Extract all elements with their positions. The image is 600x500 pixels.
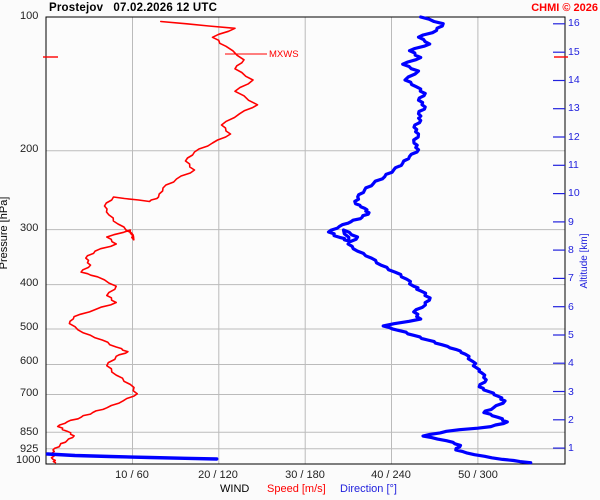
svg-text:MXWS: MXWS — [269, 49, 299, 60]
